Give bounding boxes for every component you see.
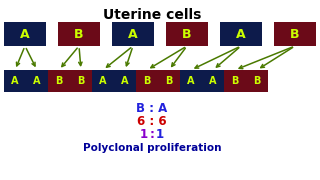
Text: B: B: [182, 28, 192, 40]
Bar: [166, 22, 208, 46]
Text: A: A: [128, 28, 138, 40]
Bar: [114, 70, 136, 92]
Text: Polyclonal proliferation: Polyclonal proliferation: [83, 143, 221, 153]
Bar: [274, 22, 316, 46]
Text: B: B: [77, 76, 85, 86]
Bar: [70, 70, 92, 92]
Text: :: :: [149, 128, 155, 141]
Bar: [48, 70, 70, 92]
Text: B : A: B : A: [136, 102, 168, 115]
Bar: [4, 70, 26, 92]
Text: 1: 1: [140, 128, 148, 141]
Bar: [246, 70, 268, 92]
Text: B: B: [74, 28, 84, 40]
Text: B: B: [290, 28, 300, 40]
Bar: [4, 22, 46, 46]
Text: A: A: [209, 76, 217, 86]
Text: B: B: [55, 76, 63, 86]
Bar: [58, 22, 100, 46]
Bar: [26, 70, 48, 92]
Bar: [136, 70, 158, 92]
Bar: [224, 70, 246, 92]
Bar: [202, 70, 224, 92]
Bar: [112, 22, 154, 46]
Text: Uterine cells: Uterine cells: [103, 8, 201, 22]
Text: A: A: [236, 28, 246, 40]
Text: A: A: [99, 76, 107, 86]
Text: 1: 1: [156, 128, 164, 141]
Text: B: B: [231, 76, 239, 86]
Bar: [220, 22, 262, 46]
Text: A: A: [33, 76, 41, 86]
Bar: [158, 70, 180, 92]
Text: B: B: [143, 76, 151, 86]
Text: A: A: [187, 76, 195, 86]
Text: 6 : 6: 6 : 6: [137, 115, 167, 128]
Text: A: A: [11, 76, 19, 86]
Bar: [92, 70, 114, 92]
Text: A: A: [121, 76, 129, 86]
Text: A: A: [20, 28, 30, 40]
Text: B: B: [253, 76, 261, 86]
Text: B: B: [165, 76, 173, 86]
Bar: [180, 70, 202, 92]
